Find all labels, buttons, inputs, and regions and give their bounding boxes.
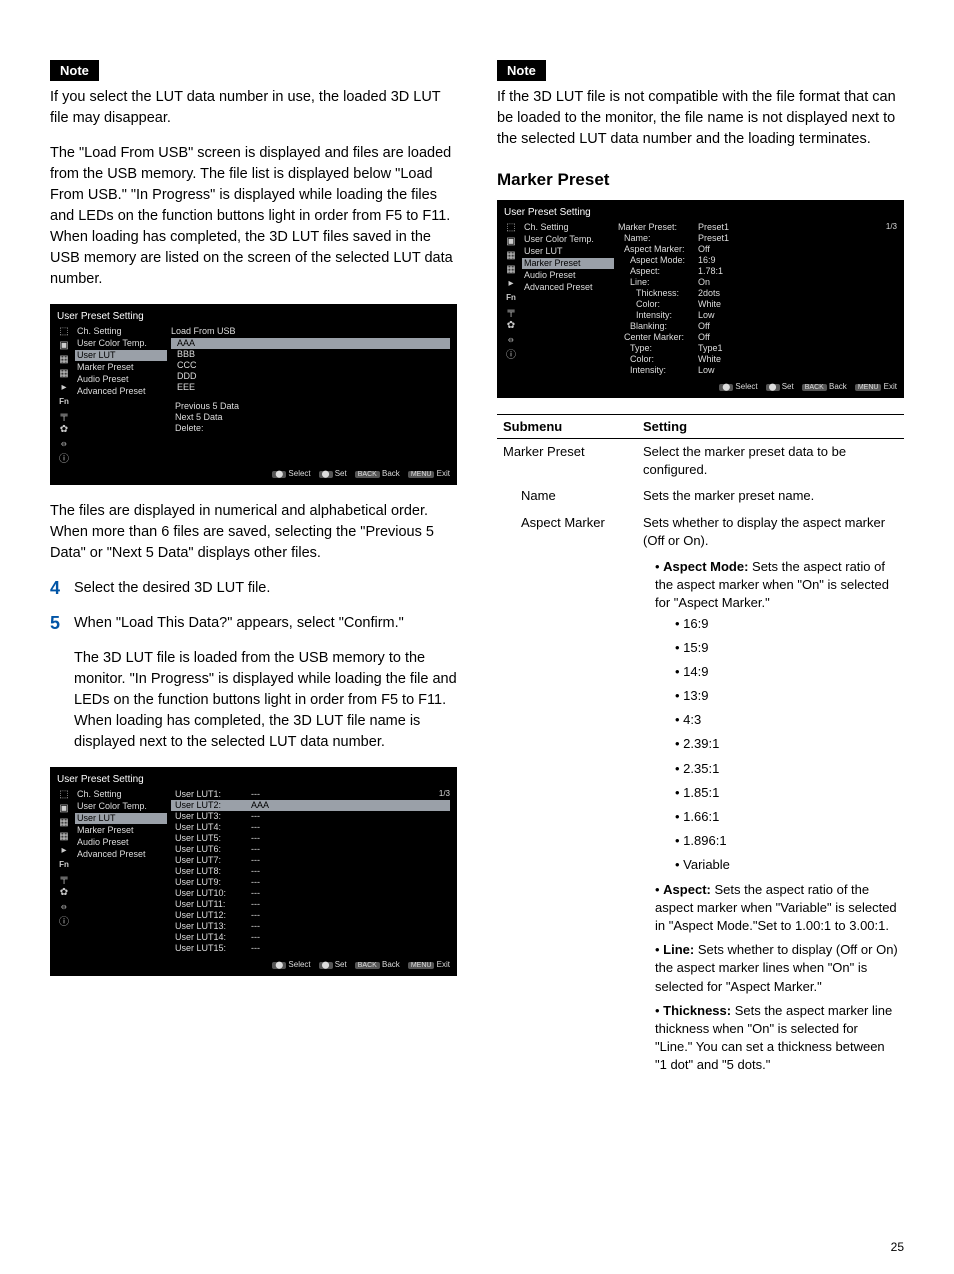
page-number: 25 — [891, 1240, 904, 1254]
monitor-screenshot-load-usb: User Preset Setting ⬚▣▦▦▸Fn╤✿⦵ⓘ Ch. Sett… — [50, 304, 457, 485]
para-load-usb: The "Load From USB" screen is displayed … — [50, 143, 457, 290]
step-4-text: Select the desired 3D LUT file. — [74, 578, 270, 599]
note-badge: Note — [497, 60, 546, 81]
settings-table: Submenu Setting Marker PresetSelect the … — [497, 414, 904, 1084]
table-row: Aspect MarkerSets whether to display the… — [497, 510, 904, 554]
monitor-title: User Preset Setting — [57, 311, 450, 322]
note-text-right: If the 3D LUT file is not compatible wit… — [497, 87, 904, 150]
page-counter: 1/3 — [886, 222, 897, 231]
step-5-text: When "Load This Data?" appears, select "… — [74, 613, 404, 634]
monitor-icon-column: ⬚▣▦▦▸Fn╤✿⦵ⓘ — [57, 326, 75, 463]
monitor-footer: ⬤ Select⬤ SetBACK BackMENU Exit — [504, 382, 897, 391]
para-file-order: The files are displayed in numerical and… — [50, 501, 457, 564]
table-header-setting: Setting — [637, 415, 904, 439]
monitor-left-menu: Ch. SettingUser Color Temp.User LUTMarke… — [75, 789, 167, 954]
monitor-right-panel: User LUT1:---User LUT2:AAAUser LUT3:---U… — [167, 789, 450, 954]
monitor-title: User Preset Setting — [504, 207, 897, 218]
page-counter: 1/3 — [439, 789, 450, 798]
monitor-screenshot-marker-preset: User Preset Setting 1/3 ⬚▣▦▦▸Fn╤✿⦵ⓘ Ch. … — [497, 200, 904, 398]
monitor-title: User Preset Setting — [57, 774, 450, 785]
monitor-icon-column: ⬚▣▦▦▸Fn╤✿⦵ⓘ — [57, 789, 75, 954]
marker-preset-heading: Marker Preset — [497, 170, 904, 190]
step-number: 5 — [50, 613, 74, 634]
table-header-submenu: Submenu — [497, 415, 637, 439]
monitor-right-panel: Load From USBAAABBBCCCDDDEEEPrevious 5 D… — [167, 326, 450, 463]
table-row: Marker PresetSelect the marker preset da… — [497, 439, 904, 484]
step-number: 4 — [50, 578, 74, 599]
monitor-footer: ⬤ Select⬤ SetBACK BackMENU Exit — [57, 469, 450, 478]
note-badge: Note — [50, 60, 99, 81]
table-row: NameSets the marker preset name. — [497, 483, 904, 509]
step-4: 4 Select the desired 3D LUT file. — [50, 578, 457, 599]
monitor-left-menu: Ch. SettingUser Color Temp.User LUTMarke… — [75, 326, 167, 463]
monitor-icon-column: ⬚▣▦▦▸Fn╤✿⦵ⓘ — [504, 222, 522, 376]
step-5-body: The 3D LUT file is loaded from the USB m… — [74, 648, 457, 753]
right-column: Note If the 3D LUT file is not compatibl… — [497, 60, 904, 1084]
monitor-right-panel: Marker Preset:Preset1Name:Preset1Aspect … — [614, 222, 897, 376]
monitor-footer: ⬤ Select⬤ SetBACK BackMENU Exit — [57, 960, 450, 969]
step-5: 5 When "Load This Data?" appears, select… — [50, 613, 457, 634]
monitor-screenshot-userlut: User Preset Setting 1/3 ⬚▣▦▦▸Fn╤✿⦵ⓘ Ch. … — [50, 767, 457, 976]
left-column: Note If you select the LUT data number i… — [50, 60, 457, 1084]
note-text-left: If you select the LUT data number in use… — [50, 87, 457, 129]
monitor-left-menu: Ch. SettingUser Color Temp.User LUTMarke… — [522, 222, 614, 376]
table-row: Aspect Mode: Sets the aspect ratio of th… — [497, 554, 904, 1085]
